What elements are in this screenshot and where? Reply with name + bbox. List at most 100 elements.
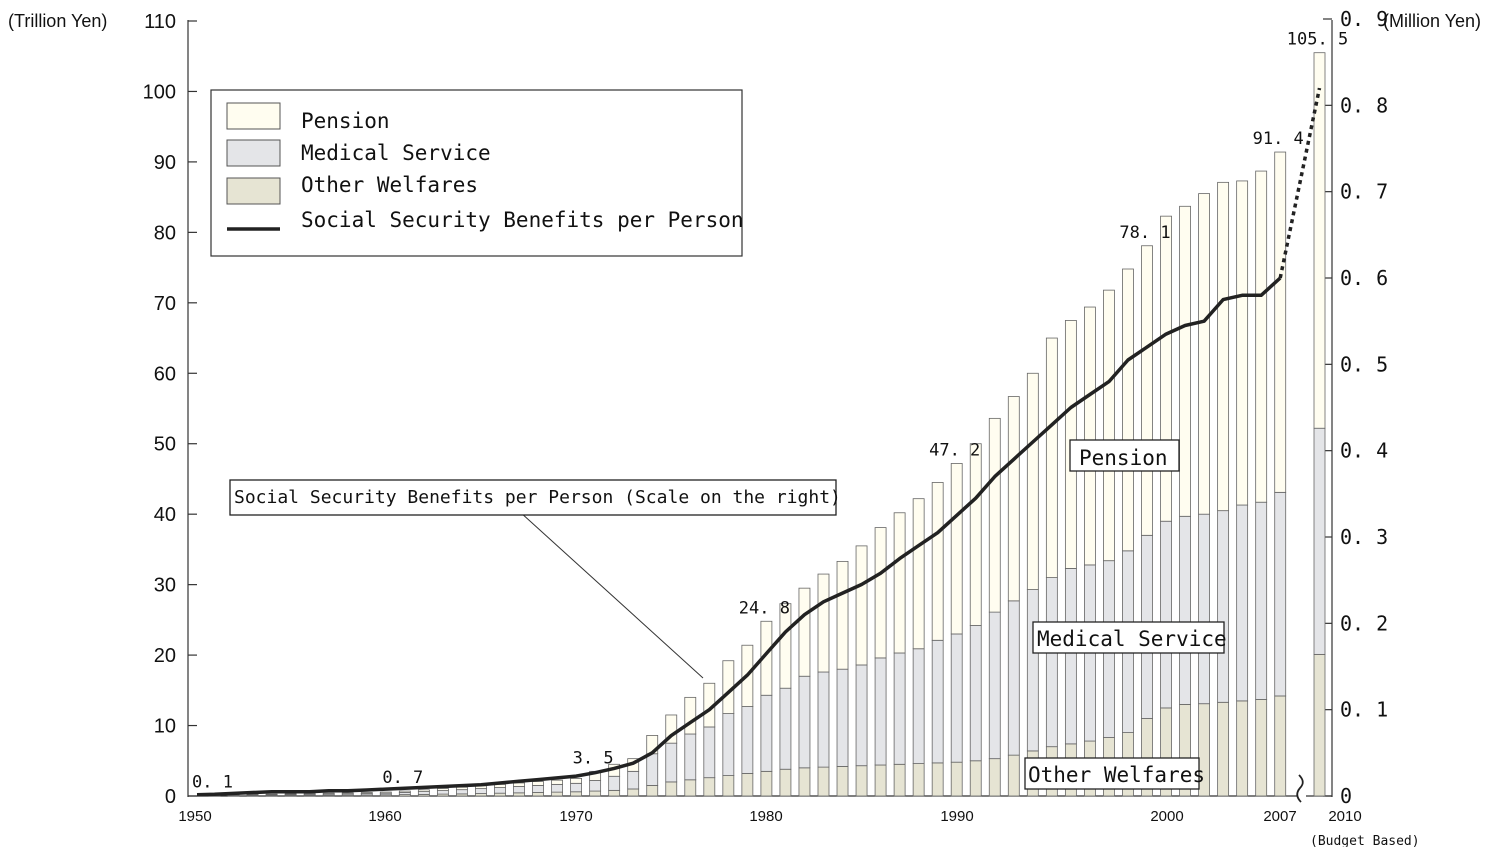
bar-segment-other-welfares [494,792,506,797]
legend-label-line: Social Security Benefits per Person [301,208,744,232]
x-tick-label: 2010 [1328,808,1361,825]
bar-segment-pension [1274,151,1287,493]
x-tick-label: 1990 [940,808,973,825]
x-axis-note: (Budget Based) [1310,834,1420,847]
bar-segment-pension [1141,245,1153,536]
bar-segment-medical-service [893,652,906,765]
bar-segment-pension [912,498,925,650]
bar-segment-pension [1026,372,1039,590]
bar-segment-other-welfares [950,761,963,797]
legend-label-medical: Medical Service [301,141,491,165]
bar-segment-medical-service [912,648,925,764]
left-tick-label: 20 [154,645,176,667]
bar-segment-pension [513,782,525,787]
bar-segment-pension [284,793,297,795]
total-value-label: 91. 4 [1253,129,1304,149]
bar-segment-pension [988,417,1001,613]
right-tick-label: 0. 2 [1340,611,1388,635]
per-person-line [196,276,1282,797]
bar-segment-medical-service [1255,501,1268,700]
legend-swatch-other [226,177,281,205]
legend-label-other: Other Welfares [301,173,478,197]
bar-segment-medical-service [950,633,963,763]
bar-segment-other-welfares [912,763,925,797]
bar-segment-medical-service [1313,427,1326,655]
bar-segment-other-welfares [741,773,754,797]
right-tick-label: 0. 4 [1340,439,1388,463]
bar-segment-pension [417,789,430,792]
x-tick-label: 1960 [368,808,401,825]
bar-segment-other-welfares [836,766,849,797]
bar-segment-medical-service [703,726,716,779]
right-tick-label: 0. 7 [1340,180,1388,204]
total-value-label: 47. 2 [929,440,980,460]
bar-segment-medical-service [836,668,849,767]
bar-segment-medical-service [589,780,602,792]
bar-segment-other-welfares [798,767,811,797]
per-person-line-group [196,87,1322,797]
bar-segment-other-welfares [893,763,906,797]
bar-segment-medical-service [722,713,735,776]
total-value-label: 3. 5 [573,748,614,768]
bar-segment-pension [855,545,868,666]
bar-segment-pension [874,527,887,659]
total-value-label: 0. 1 [192,772,233,792]
bar-segment-pension [798,587,811,677]
total-value-label: 78. 1 [1119,223,1170,243]
bar-segment-other-welfares [779,768,792,797]
bar-segment-other-welfares [1007,754,1020,797]
legend-label-pension: Pension [301,109,390,133]
x-tick-label: 2007 [1263,808,1296,825]
x-axis-ticks: 1950 1960 1970 1980 1990 2000 2007 2010 [178,808,1361,825]
bar-segment-other-welfares [703,777,716,797]
left-tick-label: 30 [154,575,176,597]
bar-segment-pension [456,786,468,791]
right-tick-label: 0. 9 [1340,7,1388,31]
bar-segment-medical-service [1198,513,1210,705]
bar-segment-other-welfares [722,775,735,797]
legend-swatch-pension [226,102,281,130]
bar-segment-other-welfares [608,789,621,797]
bar-segment-pension [817,573,830,673]
bar-segment-pension [532,781,544,786]
x-tick-label: 1970 [559,808,592,825]
bar-segment-pension [436,788,449,791]
bar-segment-other-welfares [646,785,659,797]
bar-segment-pension [1198,193,1210,515]
bar-segment-medical-service [417,791,430,795]
per-person-line-projection [1278,87,1322,279]
bar-segment-pension [360,792,373,794]
bar-segment-other-welfares [855,765,868,797]
medical-annotation: Medical Service [1037,627,1227,651]
bar-segment-medical-service [627,770,640,790]
other-annotation: Other Welfares [1028,763,1205,787]
bar-segment-medical-service [1274,491,1287,697]
bar-segment-medical-service [741,706,754,774]
bar-segment-other-welfares [570,791,582,797]
bar-segment-medical-service [513,786,525,794]
bar-segment-medical-service [1064,568,1077,745]
bar-segment-pension [950,463,963,635]
bar-segment-other-welfares [874,764,887,797]
bar-segment-medical-service [475,788,487,794]
bar-segment-other-welfares [627,788,640,797]
bar-segment-other-welfares [969,760,982,797]
bar-segment-pension [1160,215,1172,522]
bar-segment-medical-service [988,611,1001,760]
bar-segment-pension [1045,337,1058,578]
bar-segment-other-welfares [817,766,830,797]
bar-segment-other-welfares [1255,699,1268,797]
bar-segment-other-welfares [665,781,678,797]
bar-segment-medical-service [1045,577,1058,748]
bar-segment-medical-service [760,694,773,772]
left-tick-label: 50 [154,434,176,456]
bar-segment-pension [1255,170,1268,503]
bar-segment-pension [1236,180,1249,506]
right-tick-label: 0. 3 [1340,525,1388,549]
bar-segment-pension [379,791,392,794]
bar-segment-other-welfares [532,792,544,797]
right-tick-label: 0. 6 [1340,266,1388,290]
bar-segment-pension [931,482,944,641]
legend: Pension Medical Service Other Welfares S… [210,89,744,257]
pension-annotation-box [1069,439,1180,472]
